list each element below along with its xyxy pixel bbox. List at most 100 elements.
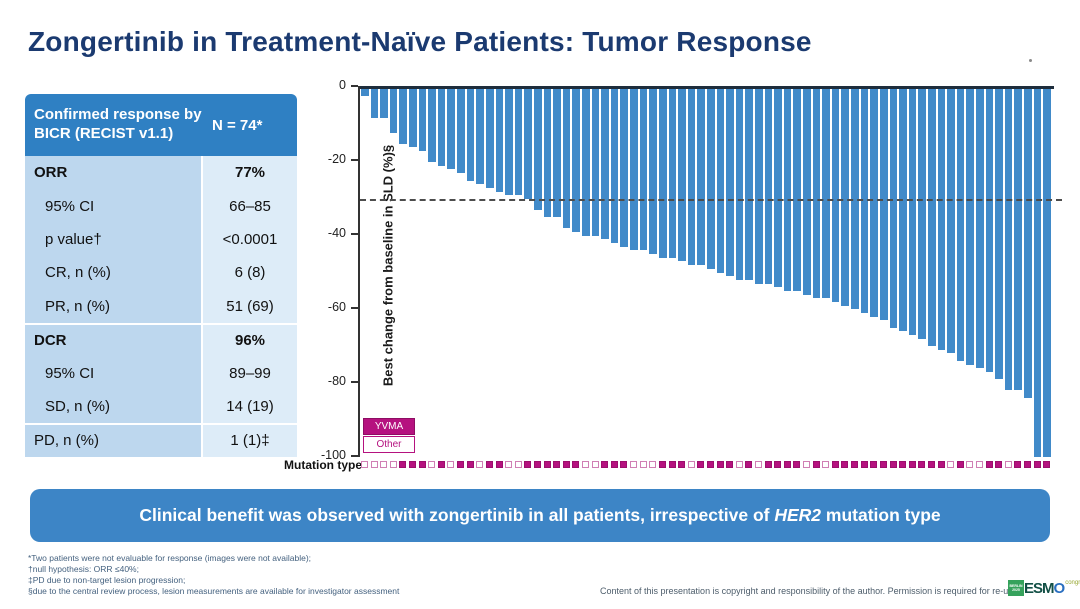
waterfall-bar bbox=[601, 88, 609, 240]
waterfall-bar bbox=[726, 88, 734, 277]
mutation-square-yvma bbox=[678, 460, 686, 468]
waterfall-bar bbox=[409, 88, 417, 148]
waterfall-bar bbox=[476, 88, 484, 185]
y-tick-mark bbox=[351, 85, 358, 87]
table-row-value: 77% bbox=[203, 156, 297, 190]
waterfall-bar bbox=[976, 88, 984, 369]
mutation-square-yvma bbox=[466, 460, 474, 468]
table-header-label: Confirmed response by BICR (RECIST v1.1) bbox=[34, 106, 202, 142]
banner-gene-name: HER2 bbox=[774, 505, 822, 525]
waterfall-bar bbox=[505, 88, 513, 196]
waterfall-bar bbox=[562, 88, 571, 229]
waterfall-bar bbox=[457, 88, 465, 174]
copyright-notice: Content of this presentation is copyrigh… bbox=[600, 586, 1021, 596]
mutation-type-row bbox=[361, 460, 1051, 468]
mutation-square-yvma bbox=[899, 460, 907, 468]
waterfall-bar bbox=[418, 88, 427, 152]
waterfall-bar bbox=[495, 88, 504, 192]
mutation-square-yvma bbox=[1014, 460, 1022, 468]
waterfall-bar bbox=[1033, 88, 1042, 457]
waterfall-bar bbox=[380, 88, 388, 118]
mutation-square-yvma bbox=[620, 460, 628, 468]
y-tick-mark bbox=[351, 381, 358, 383]
waterfall-bar bbox=[745, 88, 753, 280]
mutation-square-yvma bbox=[870, 460, 878, 468]
mutation-square-yvma bbox=[995, 460, 1003, 468]
waterfall-bar bbox=[361, 88, 369, 96]
mutation-square-other bbox=[822, 460, 830, 468]
waterfall-bar bbox=[716, 88, 725, 273]
mutation-square-other bbox=[476, 460, 484, 468]
mutation-square-yvma bbox=[985, 460, 993, 468]
waterfall-bar bbox=[630, 88, 638, 251]
mutation-square-other bbox=[389, 460, 397, 468]
table-row-label: DCR bbox=[25, 324, 203, 357]
waterfall-bar bbox=[879, 88, 888, 321]
table-row-value: 66–85 bbox=[203, 189, 297, 223]
esmo-berlin-badge: BERLIN 2025 bbox=[1008, 580, 1024, 596]
waterfall-bar bbox=[591, 88, 600, 236]
y-tick-label: -80 bbox=[327, 374, 346, 388]
mutation-square-yvma bbox=[572, 460, 580, 468]
waterfall-bar bbox=[985, 88, 994, 372]
table-row-label: 95% CI bbox=[25, 356, 203, 390]
waterfall-bar bbox=[514, 88, 523, 196]
response-table: Confirmed response by BICR (RECIST v1.1)… bbox=[25, 94, 297, 457]
waterfall-bar bbox=[524, 88, 532, 199]
table-row: SD, n (%) 14 (19) bbox=[25, 389, 297, 424]
table-row-value: 14 (19) bbox=[203, 389, 297, 424]
table-row-value: 1 (1)‡ bbox=[203, 425, 297, 457]
table-row-value: 51 (69) bbox=[203, 289, 297, 323]
mutation-square-yvma bbox=[553, 460, 561, 468]
waterfall-bar bbox=[908, 88, 917, 336]
congress-label: congress bbox=[1065, 580, 1080, 586]
waterfall-bar bbox=[774, 88, 782, 288]
mutation-square-yvma bbox=[918, 460, 926, 468]
mutation-square-yvma bbox=[745, 460, 753, 468]
legend-item-yvma: YVMA bbox=[363, 418, 415, 435]
waterfall-bar bbox=[620, 88, 629, 247]
mutation-square-yvma bbox=[601, 460, 609, 468]
y-tick-mark bbox=[351, 307, 358, 309]
mutation-square-other bbox=[687, 460, 695, 468]
table-row-value: 6 (8) bbox=[203, 256, 297, 290]
mutation-square-other bbox=[630, 460, 638, 468]
mutation-square-yvma bbox=[409, 460, 417, 468]
table-row-label: p value† bbox=[25, 222, 203, 257]
table-row: 95% CI 66–85 bbox=[25, 189, 297, 223]
waterfall-bar bbox=[447, 88, 456, 170]
esmo-logo-o: O bbox=[1053, 580, 1066, 597]
mutation-square-other bbox=[735, 460, 743, 468]
waterfall-bar bbox=[764, 88, 773, 284]
mutation-square-yvma bbox=[783, 460, 791, 468]
mutation-square-yvma bbox=[418, 460, 426, 468]
waterfall-bar bbox=[658, 88, 667, 258]
stray-dot bbox=[1029, 59, 1032, 62]
banner-text-post: mutation type bbox=[821, 505, 941, 525]
mutation-square-other bbox=[361, 460, 368, 468]
waterfall-bar bbox=[822, 88, 830, 299]
waterfall-bar bbox=[812, 88, 821, 299]
mutation-square-other bbox=[1004, 460, 1012, 468]
footnote-line: *Two patients were not evaluable for res… bbox=[28, 553, 312, 563]
mutation-square-yvma bbox=[495, 460, 503, 468]
mutation-square-other bbox=[649, 460, 657, 468]
mutation-square-yvma bbox=[610, 460, 618, 468]
mutation-square-other bbox=[447, 460, 455, 468]
mutation-square-other bbox=[639, 460, 647, 468]
waterfall-chart: Best change from baseline in SLD (%)§ 0-… bbox=[284, 70, 1068, 482]
y-tick-label: -100 bbox=[320, 448, 346, 462]
table-row: 95% CI 89–99 bbox=[25, 356, 297, 390]
table-row-label: PR, n (%) bbox=[25, 289, 203, 323]
mutation-square-yvma bbox=[764, 460, 772, 468]
table-row: PD, n (%) 1 (1)‡ bbox=[25, 423, 297, 457]
mutation-square-yvma bbox=[841, 460, 849, 468]
y-tick-label: -60 bbox=[327, 300, 346, 314]
waterfall-bar bbox=[803, 88, 811, 295]
y-tick-label: -40 bbox=[327, 226, 346, 240]
footnotes: *Two patients were not evaluable for res… bbox=[28, 553, 399, 597]
mutation-square-other bbox=[582, 460, 590, 468]
mutation-square-yvma bbox=[658, 460, 666, 468]
mutation-square-yvma bbox=[457, 460, 465, 468]
mutation-square-yvma bbox=[851, 460, 859, 468]
